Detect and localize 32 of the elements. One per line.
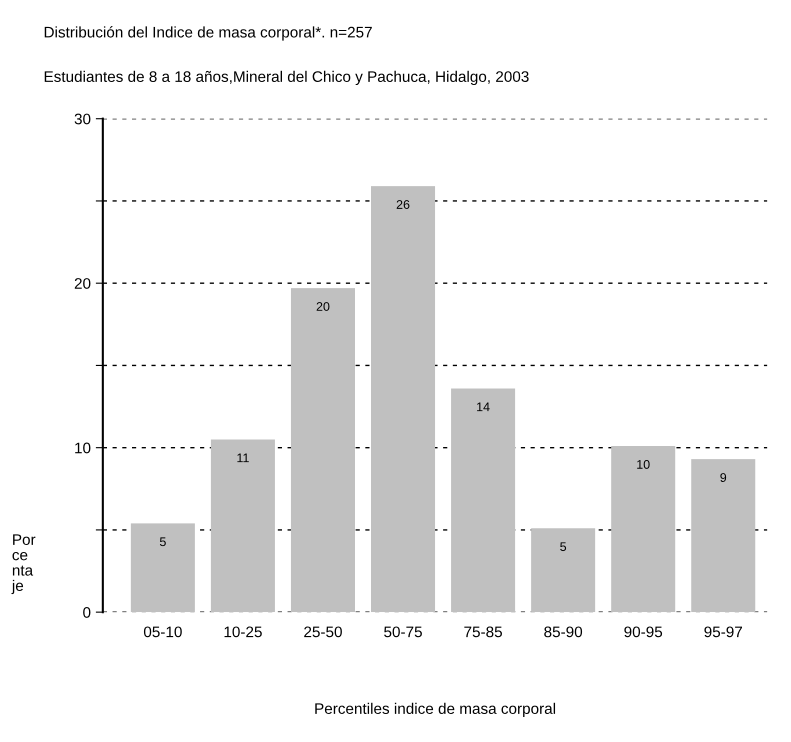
x-tick-label: 25-50 (304, 626, 342, 638)
data-label: 26 (396, 200, 410, 209)
bar (210, 439, 275, 612)
bar (451, 388, 516, 612)
x-axis-title: Percentiles indice de masa corporal (315, 702, 556, 718)
data-label: 5 (160, 537, 166, 546)
bar (130, 523, 195, 612)
x-tick-label: 90-95 (624, 626, 662, 638)
x-tick-label: 05-10 (144, 626, 182, 638)
x-tick-label: 75-85 (464, 626, 502, 638)
data-label: 14 (477, 402, 490, 412)
x-tick-label: 95-97 (704, 626, 742, 638)
x-tick-label: 85-90 (544, 626, 582, 638)
bar (691, 459, 756, 612)
bar (371, 186, 436, 612)
bar (611, 446, 676, 612)
bar (531, 528, 596, 612)
bar (290, 288, 355, 612)
y-tick-label: 30 (74, 114, 90, 124)
chart-subtitle: Estudiantes de 8 a 18 años,Mineral del Chico y Pachuca, Hidalgo, 2003 (44, 70, 529, 86)
data-label: 20 (316, 302, 330, 311)
data-label: 5 (560, 542, 566, 552)
x-tick-label: 10-25 (224, 626, 262, 638)
data-label: 9 (720, 473, 726, 482)
y-tick-label: 0 (83, 607, 90, 618)
data-label: 10 (637, 460, 650, 469)
y-tick-label: 10 (75, 442, 90, 454)
x-tick-label: 50-75 (384, 626, 422, 638)
y-axis-title: Por ce nta je (11, 534, 36, 594)
chart-title: Distribución del Indice de masa corporal*. n=257 (44, 26, 372, 41)
data-label: 11 (237, 454, 249, 462)
y-tick-label: 20 (74, 278, 90, 289)
